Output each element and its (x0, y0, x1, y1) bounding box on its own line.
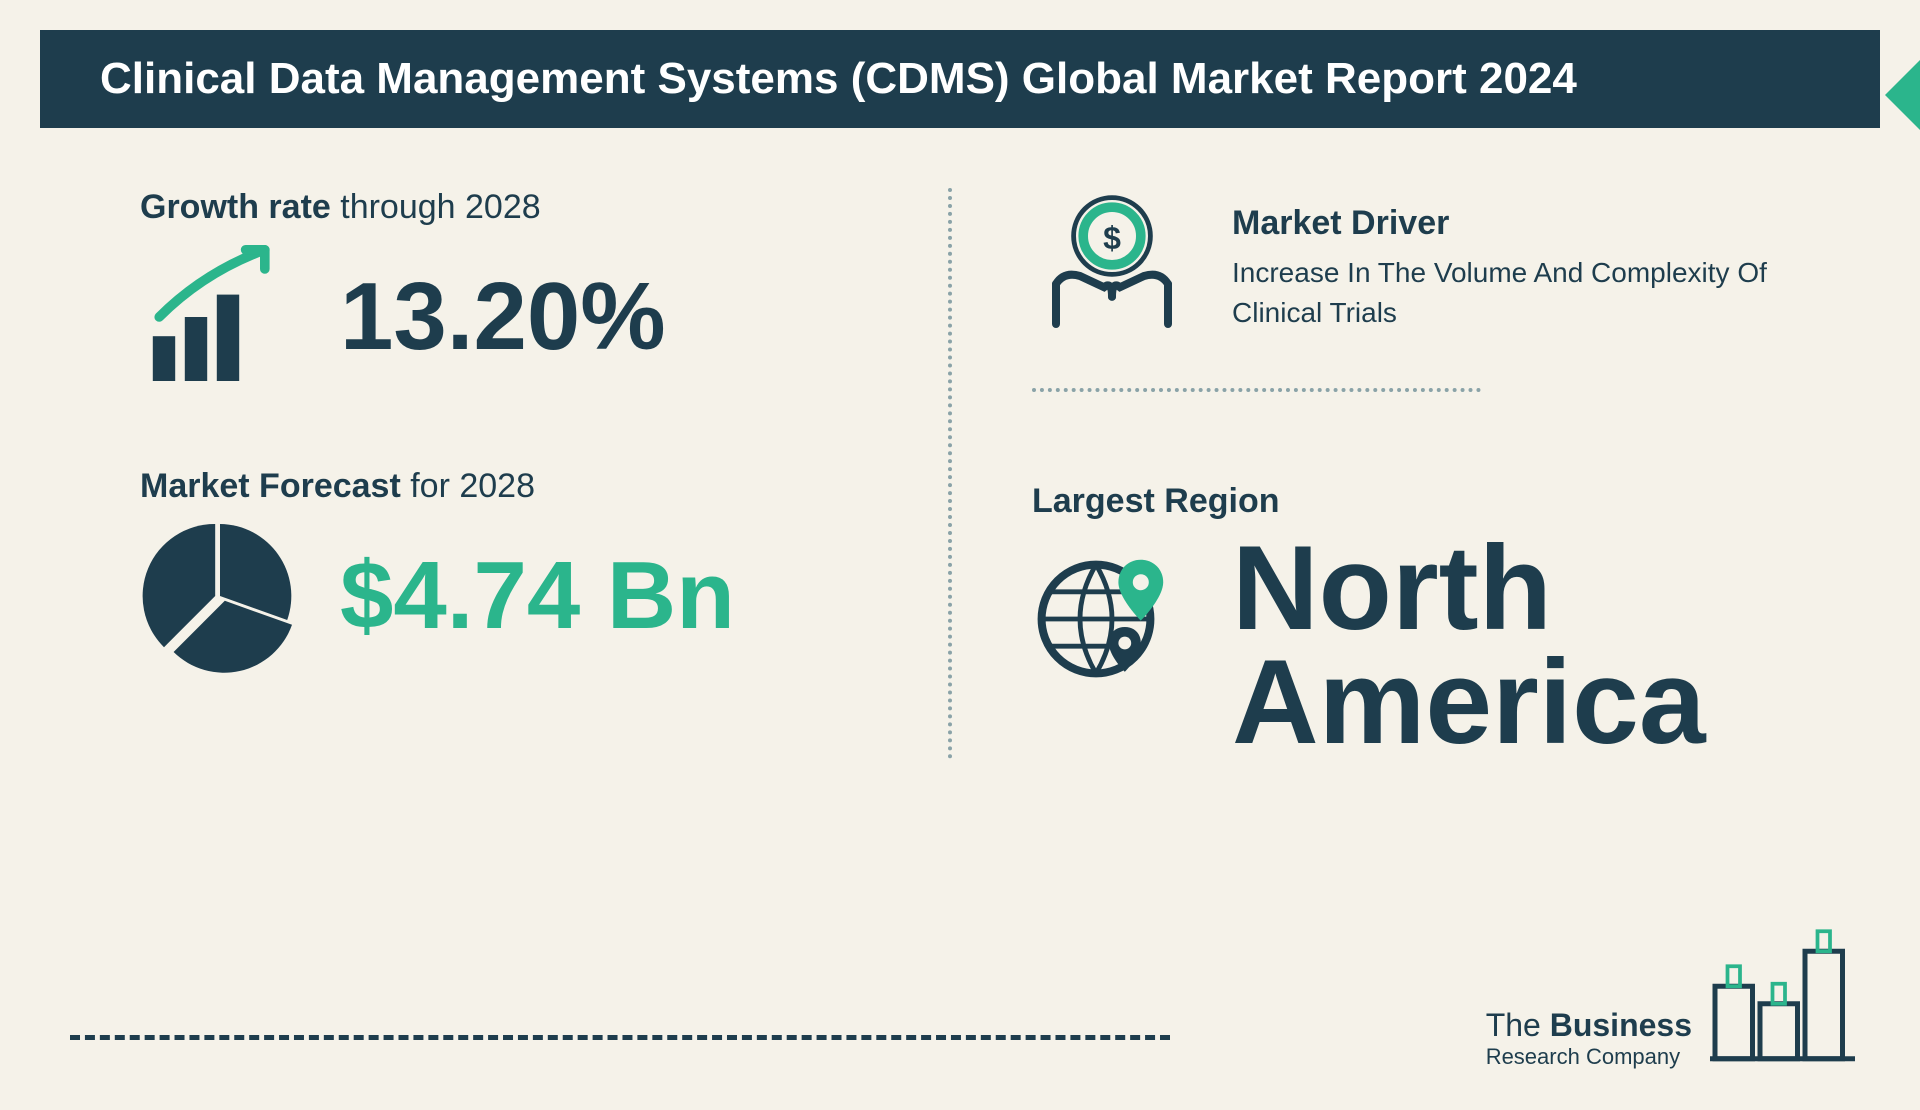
growth-label-light: through 2028 (331, 188, 541, 226)
right-column: $ Market Driver Increase In The Volume A… (952, 188, 1780, 759)
buildings-icon (1710, 925, 1860, 1070)
logo-text: The Business Research Company (1486, 1007, 1692, 1070)
growth-block: Growth rate through 2028 13.20% (140, 188, 888, 397)
left-column: Growth rate through 2028 13.20% Market F (140, 188, 948, 759)
header-bar: Clinical Data Management Systems (CDMS) … (40, 30, 1880, 128)
growth-chart-icon (140, 237, 300, 397)
growth-row: 13.20% (140, 237, 888, 397)
region-value-line2: America (1232, 645, 1706, 759)
growth-value: 13.20% (340, 269, 666, 365)
region-row: North America (1032, 531, 1780, 759)
pie-chart-icon (140, 516, 300, 676)
logo-line1-bold: Business (1550, 1007, 1692, 1043)
driver-row: $ Market Driver Increase In The Volume A… (1032, 188, 1780, 348)
content-grid: Growth rate through 2028 13.20% Market F (0, 128, 1920, 759)
header-title: Clinical Data Management Systems (CDMS) … (100, 54, 1577, 103)
region-value-block: North America (1232, 531, 1706, 759)
forecast-label: Market Forecast for 2028 (140, 467, 888, 506)
driver-block: $ Market Driver Increase In The Volume A… (1032, 188, 1780, 412)
region-value-line1: North (1232, 531, 1706, 645)
company-logo: The Business Research Company (1486, 925, 1860, 1070)
driver-text: Increase In The Volume And Complexity Of… (1232, 253, 1780, 331)
driver-label-bold: Market Driver (1232, 204, 1449, 242)
growth-label-bold: Growth rate (140, 188, 331, 226)
forecast-block: Market Forecast for 2028 $4.74 Bn (140, 467, 888, 676)
growth-label: Growth rate through 2028 (140, 188, 888, 227)
driver-label: Market Driver (1232, 204, 1780, 243)
driver-text-block: Market Driver Increase In The Volume And… (1232, 204, 1780, 331)
logo-line2: Research Company (1486, 1044, 1692, 1070)
forecast-label-light: for 2028 (401, 467, 535, 505)
region-label-bold: Largest Region (1032, 482, 1279, 520)
logo-line1: The Business (1486, 1007, 1692, 1044)
corner-accent (1885, 60, 1920, 130)
forecast-row: $4.74 Bn (140, 516, 888, 676)
money-hands-icon: $ (1032, 188, 1192, 348)
svg-text:$: $ (1103, 220, 1121, 256)
region-block: Largest Region North America (1032, 482, 1780, 759)
logo-line1-light: The (1486, 1007, 1550, 1043)
forecast-label-bold: Market Forecast (140, 467, 401, 505)
bottom-dashed-line (70, 1035, 1170, 1040)
region-label: Largest Region (1032, 482, 1780, 521)
globe-pin-icon (1032, 531, 1192, 691)
dotted-horizontal-divider (1032, 388, 1481, 392)
forecast-value: $4.74 Bn (340, 548, 735, 644)
